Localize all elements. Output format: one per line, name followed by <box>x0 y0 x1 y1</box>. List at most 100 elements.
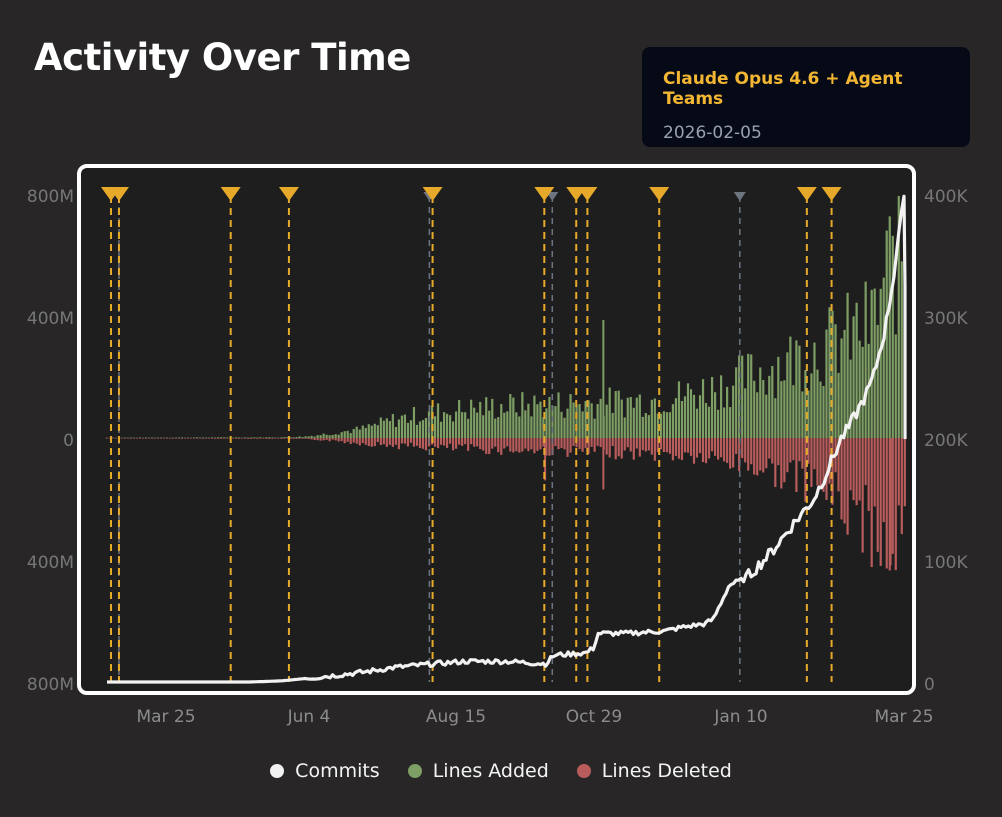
legend-item-lines-added[interactable]: Lines Added <box>407 760 549 782</box>
bar-lines-added <box>861 346 864 438</box>
legend-dot-lines-deleted <box>576 764 591 778</box>
bar-lines-deleted <box>524 438 527 449</box>
bar-lines-added <box>193 437 196 438</box>
bar-lines-deleted <box>190 438 193 439</box>
bar-lines-deleted <box>638 438 641 457</box>
bar-lines-added <box>346 430 349 438</box>
bar-lines-deleted <box>716 438 720 460</box>
bar-lines-deleted <box>876 438 879 552</box>
bar-lines-deleted <box>536 438 539 451</box>
bar-lines-deleted <box>786 438 789 473</box>
legend-dot-commits <box>270 764 285 778</box>
bar-lines-added <box>560 411 563 438</box>
bar-lines-added <box>563 417 566 438</box>
release-marker-major[interactable] <box>796 187 817 201</box>
bar-lines-added <box>406 422 410 438</box>
bar-lines-deleted <box>617 438 620 457</box>
right-axis-tick-label: 0 <box>924 675 935 695</box>
bar-lines-deleted <box>196 438 199 439</box>
bar-lines-added <box>301 437 304 438</box>
bar-lines-added <box>900 261 903 438</box>
release-marker-major[interactable] <box>422 187 443 201</box>
bar-lines-deleted <box>729 438 732 469</box>
bar-lines-added <box>232 437 235 439</box>
release-marker-minor[interactable] <box>546 192 559 201</box>
bar-lines-deleted <box>605 438 608 455</box>
release-marker-major[interactable] <box>649 187 670 201</box>
release-marker-major[interactable] <box>220 187 241 201</box>
bar-lines-deleted <box>870 438 873 568</box>
bar-lines-deleted <box>801 438 804 469</box>
bar-lines-added <box>322 433 325 438</box>
bar-lines-deleted <box>319 438 322 441</box>
bar-lines-deleted <box>581 438 584 452</box>
bar-lines-added <box>111 437 114 439</box>
bar-lines-added <box>162 437 166 439</box>
bar-lines-added <box>214 437 217 439</box>
bar-lines-deleted <box>289 438 292 439</box>
legend-label-lines-deleted: Lines Deleted <box>601 760 732 782</box>
bar-lines-added <box>732 385 735 438</box>
bar-lines-added <box>623 417 626 438</box>
bar-lines-added <box>620 399 623 438</box>
bar-lines-deleted <box>461 438 464 446</box>
bar-lines-deleted <box>506 438 509 447</box>
bar-lines-added <box>596 404 599 438</box>
bar-lines-deleted <box>316 438 319 441</box>
bar-lines-deleted <box>569 438 572 453</box>
bar-lines-added <box>807 390 810 438</box>
bar-lines-deleted <box>756 438 759 476</box>
commits-line-layer <box>107 194 907 684</box>
legend-item-lines-deleted[interactable]: Lines Deleted <box>576 760 732 782</box>
bar-lines-deleted <box>171 438 175 439</box>
bar-lines-added <box>816 369 819 438</box>
bar-lines-added <box>277 437 280 439</box>
bar-lines-added <box>295 437 298 438</box>
left-axis-tick-label: 800M <box>27 187 74 207</box>
chart-legend: Commits Lines Added Lines Deleted <box>0 760 1002 782</box>
bar-lines-deleted <box>665 438 669 453</box>
release-marker-major[interactable] <box>278 187 299 201</box>
bar-lines-added <box>105 437 108 439</box>
bar-lines-deleted <box>819 438 822 488</box>
bar-lines-added <box>572 402 575 438</box>
bar-lines-added <box>268 437 271 438</box>
bar-lines-added <box>307 436 310 438</box>
release-marker-major[interactable] <box>534 187 555 201</box>
bar-lines-deleted <box>358 438 361 446</box>
bar-lines-added <box>177 437 181 439</box>
release-marker-minor[interactable] <box>733 192 746 201</box>
bar-lines-added <box>882 277 885 438</box>
bar-lines-deleted <box>259 438 262 439</box>
release-marker-major[interactable] <box>108 187 129 201</box>
bar-lines-deleted <box>611 438 614 447</box>
bar-lines-added <box>825 329 828 438</box>
bar-lines-deleted <box>376 438 379 443</box>
bar-lines-added <box>846 292 849 438</box>
bar-lines-added <box>888 216 891 438</box>
legend-item-commits[interactable]: Commits <box>270 760 380 782</box>
bar-lines-deleted <box>322 438 325 441</box>
release-markers[interactable] <box>100 187 842 682</box>
bar-lines-deleted <box>271 438 274 439</box>
bar-lines-deleted <box>415 438 419 446</box>
bar-lines-deleted <box>578 438 581 450</box>
bar-lines-deleted <box>153 438 157 439</box>
bar-lines-added <box>256 437 259 439</box>
bar-lines-deleted <box>247 438 250 439</box>
bar-lines-added <box>584 401 587 438</box>
release-marker-major[interactable] <box>821 187 842 201</box>
bar-lines-deleted <box>337 438 340 442</box>
bar-lines-added <box>262 437 265 439</box>
bar-lines-deleted <box>177 438 181 439</box>
release-marker-major[interactable] <box>577 187 598 201</box>
bar-lines-deleted <box>879 438 882 566</box>
bar-lines-added <box>506 411 509 438</box>
bar-lines-deleted <box>424 438 428 451</box>
bar-lines-added <box>135 437 139 439</box>
bar-lines-deleted <box>108 438 111 439</box>
bar-lines-added <box>147 437 151 439</box>
bar-lines-added <box>864 281 867 438</box>
bar-lines-added <box>491 398 494 438</box>
